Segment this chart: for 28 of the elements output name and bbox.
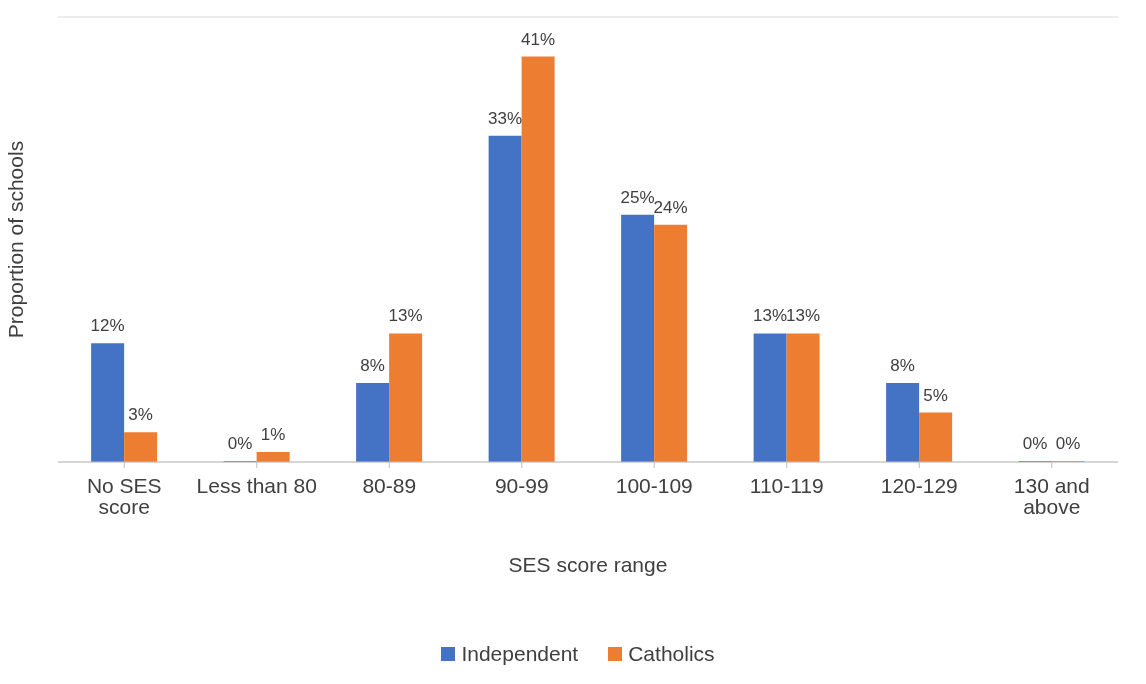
- y-axis-title: Proportion of schools: [4, 140, 28, 339]
- data-label: 13%: [753, 306, 788, 326]
- data-label: 41%: [521, 29, 556, 49]
- data-label: 0%: [1022, 434, 1048, 453]
- data-label: 5%: [923, 385, 948, 405]
- x-axis-title: SES score range: [508, 553, 668, 576]
- data-label: 24%: [653, 197, 688, 217]
- data-label: 25%: [620, 187, 655, 207]
- legend-label: Independent: [460, 642, 579, 666]
- data-label: 12%: [90, 316, 125, 336]
- legend-label: Catholics: [627, 642, 715, 666]
- x-tick-label: 100-109: [615, 473, 693, 497]
- x-tick-label: 80-89: [362, 473, 417, 497]
- data-label: 1%: [260, 425, 286, 445]
- data-label: 13%: [388, 306, 423, 326]
- data-label: 0%: [227, 434, 253, 453]
- x-tick-label: No SES score: [86, 473, 162, 518]
- data-label: 13%: [786, 306, 821, 326]
- data-label: 33%: [488, 108, 523, 128]
- data-label: 8%: [360, 355, 385, 375]
- data-label: 8%: [890, 355, 915, 375]
- data-label: 3%: [128, 405, 153, 425]
- x-tick-label: 120-129: [880, 473, 958, 497]
- x-tick-label: 130 and above: [1013, 473, 1090, 518]
- x-tick-label: 110-119: [749, 473, 824, 497]
- data-label: 0%: [1055, 434, 1081, 453]
- x-tick-label: Less than 80: [196, 473, 317, 497]
- x-tick-label: 90-99: [494, 473, 549, 497]
